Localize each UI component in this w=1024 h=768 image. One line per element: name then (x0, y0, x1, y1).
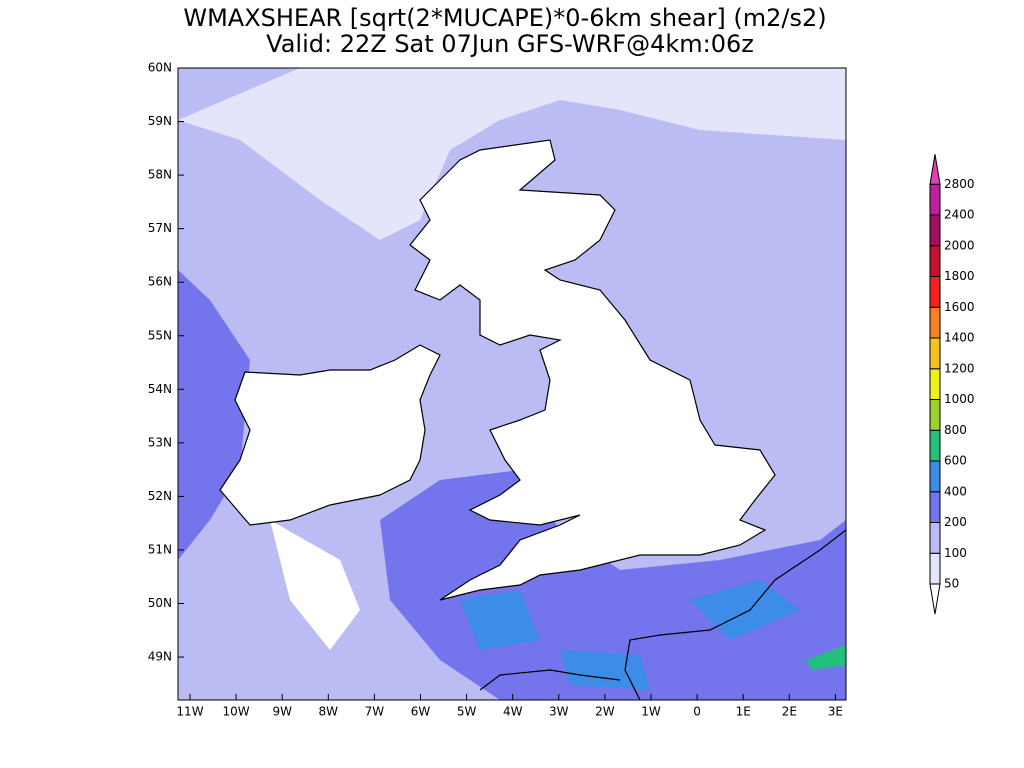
colorbar-box (929, 522, 941, 554)
lat-label: 57N (148, 221, 172, 235)
colorbar-label: 400 (944, 484, 967, 498)
colorbar-box (929, 183, 941, 216)
lat-label: 49N (148, 650, 172, 664)
lon-label: 4W (503, 705, 523, 719)
colorbar-box (929, 214, 941, 247)
lat-label: 52N (148, 489, 172, 503)
lon-label: 6W (411, 705, 431, 719)
lat-label: 56N (148, 275, 172, 289)
map-frame (177, 67, 847, 701)
lat-label: 51N (148, 542, 172, 556)
lon-label: 11W (176, 705, 203, 719)
colorbar-box (929, 460, 941, 493)
ireland (219, 344, 441, 526)
lat-label: 53N (148, 435, 172, 449)
lon-label: 1E (736, 705, 751, 719)
lat-label: 59N (148, 114, 172, 128)
field-green (806, 645, 846, 670)
lon-label: 8W (319, 705, 339, 719)
colorbar-label: 2400 (944, 208, 975, 222)
colorbar-box (929, 245, 941, 277)
colorbar-arrow (929, 154, 941, 185)
lon-label: 3W (549, 705, 569, 719)
subtitle: Valid: 22Z Sat 07Jun GFS-WRF@4km:06z (266, 30, 754, 58)
title: WMAXSHEAR [sqrt(2*MUCAPE)*0-6km shear] (… (183, 4, 826, 32)
colorbar-label: 50 (944, 577, 959, 591)
colorbar-box (929, 399, 941, 431)
colorbar-box (929, 491, 941, 523)
colorbar-label: 600 (944, 454, 967, 468)
field-strong (460, 580, 800, 690)
lon-label: 2E (782, 705, 797, 719)
lon-label: 1W (641, 705, 661, 719)
colorbar-label: 2800 (944, 177, 975, 191)
lat-label: 54N (148, 382, 172, 396)
colorbar-label: 200 (944, 515, 967, 529)
lon-label: 0 (693, 705, 701, 719)
france-coast (479, 529, 846, 700)
colorbar-label: 1800 (944, 269, 975, 283)
colorbar-label: 1200 (944, 361, 975, 375)
colorbar-box (929, 306, 941, 339)
lat-label: 60N (148, 61, 172, 75)
colorbar: 50 100 200 400 600 800 1000 1200 1400 1600 1800 200… (929, 154, 975, 615)
field-medium (178, 270, 250, 560)
lon-label: 2W (595, 705, 615, 719)
colorbar-box (929, 368, 941, 400)
colorbar-box (929, 337, 941, 370)
lon-label: 3E (828, 705, 843, 719)
lat-label: 58N (148, 168, 172, 182)
axes: 60N 59N 58N 57N 56N 55N 54N 53N 52N 51N 50N 49N 11W 1… (148, 61, 843, 719)
lon-label: 10W (223, 705, 250, 719)
colorbar-box (929, 276, 941, 308)
colorbar-box (929, 429, 941, 462)
colorbar-arrow (929, 583, 941, 615)
colorbar-label: 800 (944, 423, 967, 437)
colorbar-label: 1400 (944, 331, 975, 345)
colorbar-label: 2000 (944, 238, 975, 252)
field-white (270, 520, 360, 650)
colorbar-label: 100 (944, 546, 967, 560)
lon-label: 5W (457, 705, 477, 719)
lon-label: 9W (272, 705, 292, 719)
field-light (178, 68, 846, 240)
colorbar-label: 1600 (944, 300, 975, 314)
great-britain (409, 139, 776, 601)
lat-label: 55N (148, 328, 172, 342)
map (177, 67, 847, 701)
lat-label: 50N (148, 596, 172, 610)
colorbar-box (929, 552, 941, 585)
colorbar-label: 1000 (944, 392, 975, 406)
lon-label: 7W (365, 705, 385, 719)
